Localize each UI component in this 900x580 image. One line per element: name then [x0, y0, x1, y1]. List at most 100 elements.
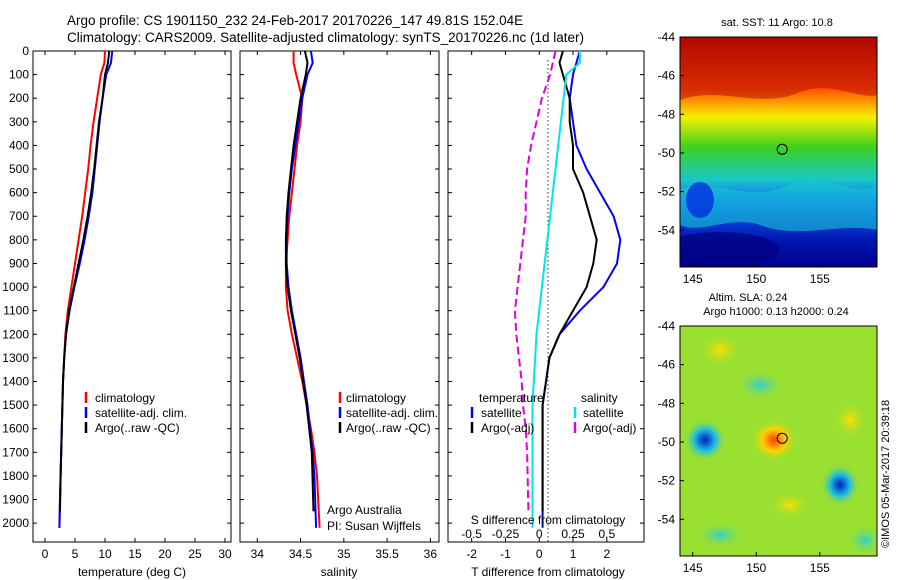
lat-tick-label: -54 — [658, 223, 676, 237]
sla-cyan-blob — [845, 524, 877, 556]
temperature-x-label: temperature (deg C) — [78, 565, 186, 579]
x-tick-label: 34 — [251, 547, 265, 561]
difference-panel: -2 -1 0 1 2 -0.5 -0.25 0 0.25 0.5 temperature sat… — [447, 50, 645, 579]
difference-legend: temperature satellite Argo(-adj) salinit… — [470, 391, 636, 435]
legend-salinity-title: salinity — [581, 391, 618, 405]
y-tick-label: 400 — [9, 138, 29, 152]
legend-s-argo-label: Argo(-adj) — [583, 421, 636, 435]
y-tick-label: 1100 — [3, 304, 29, 318]
y-tick-label: 0 — [22, 44, 29, 58]
temperature-legend: climatology satellite-adj. clim. Argo(..… — [84, 391, 187, 435]
x-tick-label: 36 — [424, 547, 438, 561]
legend-t-argo-label: Argo(-adj) — [481, 421, 534, 435]
header-line-2: Climatology: CARS2009. Satellite-adjuste… — [67, 30, 584, 45]
y-tick-label: 700 — [9, 209, 29, 223]
header-line-1: Argo profile: CS 1901150_232 24-Feb-2017… — [67, 13, 523, 28]
x-tick-label: 2 — [603, 547, 610, 561]
legend-t-satellite-label: satellite — [481, 406, 522, 420]
sla-argo-marker — [776, 432, 788, 444]
y-tick-label: 1300 — [2, 351, 29, 365]
series-line-argo-raw-qc — [59, 50, 111, 512]
series-line-satellite-adj-clim — [58, 50, 114, 528]
x-tick-label: -1 — [500, 547, 511, 561]
lon-tick-label: 145 — [683, 272, 703, 286]
salinity-plot-frame — [239, 50, 440, 543]
x-tick-label: 34.5 — [289, 547, 313, 561]
lat-tick-label: -50 — [658, 435, 676, 449]
x-tick-label: 5 — [72, 547, 79, 561]
series-line-salinity-argo-adj — [513, 50, 557, 512]
salinity-x-label: salinity — [321, 565, 358, 579]
series-line-temperature-argo-adj — [541, 50, 598, 512]
y-tick-label: 2000 — [2, 516, 29, 530]
temperature-plot-frame — [32, 50, 232, 543]
s-tick-label: 0 — [536, 527, 543, 541]
y-tick-label: 1200 — [2, 327, 29, 341]
lat-tick-label: -46 — [658, 69, 676, 83]
s-tick-label: -0.25 — [492, 527, 520, 541]
sla-map: Altim. SLA: 0.24 Argo h1000: 0.13 h2000:… — [658, 292, 878, 575]
lat-tick-label: -48 — [658, 107, 676, 121]
sla-high-blob — [832, 400, 868, 440]
lat-tick-label: -48 — [658, 396, 676, 410]
x-tick-label: -2 — [466, 547, 477, 561]
y-tick-label: 1400 — [2, 374, 29, 388]
sla-frame — [679, 325, 878, 557]
sla-cyan-blob — [734, 369, 786, 401]
series-line-argo-raw-qc — [284, 50, 315, 512]
legend-satellite-label: satellite-adj. clim. — [346, 406, 438, 420]
y-tick-label: 1500 — [2, 398, 29, 412]
temperature-panel: 0100200300400500600700800900100011001200… — [2, 44, 232, 579]
series-line-salinity-satellite — [531, 51, 581, 528]
y-tick-label: 900 — [9, 256, 29, 270]
lat-tick-label: -44 — [658, 30, 676, 44]
sst-warm-band — [680, 37, 877, 100]
sst-blue-patch — [686, 182, 714, 218]
lat-tick-label: -52 — [658, 185, 676, 199]
lon-tick-label: 155 — [810, 272, 830, 286]
x-tick-label: 35.5 — [375, 547, 399, 561]
legend-climatology-label: climatology — [346, 391, 406, 405]
x-tick-label: 30 — [218, 547, 232, 561]
y-tick-label: 500 — [9, 162, 29, 176]
sla-low-blob — [683, 418, 727, 462]
legend-argo-label: Argo(..raw -QC) — [346, 421, 431, 435]
sst-frame — [679, 36, 878, 268]
sst-cold-patch — [680, 232, 780, 267]
sla-subtitle: Argo h1000: 0.13 h2000: 0.24 — [703, 306, 849, 318]
legend-argo-label: Argo(..raw -QC) — [95, 421, 180, 435]
lat-tick-label: -46 — [658, 358, 676, 372]
sla-title: Altim. SLA: 0.24 — [709, 292, 788, 304]
series-line-temperature-satellite — [541, 50, 622, 528]
y-tick-label: 300 — [9, 115, 29, 129]
y-tick-label: 800 — [9, 233, 29, 247]
sla-high-blob — [768, 491, 812, 519]
imos-credit: ©IMOS 05-Mar-2017 20:39:18 — [880, 400, 892, 548]
x-tick-label: 35 — [337, 547, 351, 561]
legend-temperature-title: temperature — [479, 391, 544, 405]
sst-title: sat. SST: 11 Argo: 10.8 — [721, 17, 833, 29]
x-tick-label: 0 — [536, 547, 543, 561]
difference-plot-frame — [447, 50, 645, 543]
y-tick-label: 600 — [9, 186, 29, 200]
x-tick-label: 1 — [570, 547, 577, 561]
sst-map: sat. SST: 11 Argo: 10.8 -44 -46 -48 -50 -52 -… — [658, 17, 878, 286]
x-tick-label: 0 — [42, 547, 49, 561]
sst-cyan-band — [680, 180, 877, 232]
salinity-legend: climatology satellite-adj. clim. Argo(..… — [338, 391, 438, 435]
sla-high-blob — [698, 332, 742, 368]
legend-satellite-label: satellite-adj. clim. — [95, 406, 187, 420]
y-tick-label: 200 — [9, 91, 29, 105]
argo-australia-note: Argo Australia — [327, 503, 402, 517]
lon-tick-label: 155 — [810, 561, 830, 575]
t-difference-label: T difference from climatology — [471, 565, 625, 579]
lat-tick-label: -52 — [658, 474, 676, 488]
s-tick-label: 0.5 — [598, 527, 615, 541]
lon-tick-label: 150 — [746, 272, 766, 286]
x-tick-label: 10 — [98, 547, 112, 561]
y-tick-label: 1000 — [2, 280, 29, 294]
s-tick-label: -0.5 — [461, 527, 482, 541]
lat-tick-label: -50 — [658, 146, 676, 160]
y-tick-label: 1600 — [2, 422, 29, 436]
